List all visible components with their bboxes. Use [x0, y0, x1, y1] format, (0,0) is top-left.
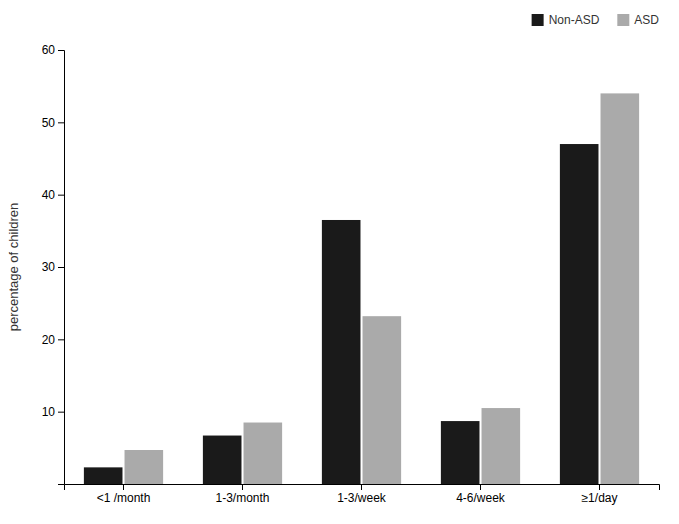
tick-label: 4-6/week: [456, 491, 506, 505]
tick-label: 50: [42, 116, 56, 130]
axis-line: [65, 485, 660, 491]
bar: [125, 450, 164, 484]
tick: 1-3/week: [337, 484, 387, 505]
bars: [84, 93, 639, 484]
tick: 60: [42, 43, 64, 57]
legend-label: ASD: [634, 13, 659, 27]
tick-mark: [480, 484, 481, 490]
tick-mark: [58, 267, 64, 268]
tick-label: 1-3/week: [337, 491, 387, 505]
bar: [203, 436, 242, 484]
tick-label: 60: [42, 43, 56, 57]
legend-swatch: [617, 14, 629, 26]
bar: [84, 467, 123, 484]
bar: [322, 220, 361, 484]
legend-swatch: [532, 14, 544, 26]
x-axis: <1 /month 1-3/month 1-3/week 4-6/week ≥1/day: [65, 484, 660, 505]
legend: Non-ASD ASD: [532, 13, 660, 27]
bar: [441, 421, 480, 484]
bar: [560, 144, 599, 484]
axis-line: [58, 51, 65, 485]
legend-item: Non-ASD: [532, 13, 600, 27]
tick-label: ≥1/day: [582, 491, 618, 505]
tick: 1-3/month: [215, 484, 269, 505]
y-axis-title: percentage of children: [6, 203, 21, 332]
tick-label: 1-3/month: [215, 491, 269, 505]
bar-series: [125, 93, 640, 484]
tick-mark: [123, 484, 124, 490]
tick-label: 10: [42, 405, 56, 419]
legend-label: Non-ASD: [549, 13, 600, 27]
tick: ≥1/day: [582, 484, 618, 505]
tick-label: <1 /month: [97, 491, 151, 505]
tick: 10: [42, 405, 64, 419]
tick: <1 /month: [97, 484, 151, 505]
tick-mark: [58, 339, 64, 340]
tick: 30: [42, 260, 64, 274]
chart: <1 /month 1-3/month 1-3/week 4-6/week ≥1/day…: [0, 0, 679, 524]
tick-mark: [58, 195, 64, 196]
tick-mark: [58, 412, 64, 413]
tick-label: 30: [42, 260, 56, 274]
bar-series: [84, 144, 599, 484]
tick-label: 20: [42, 333, 56, 347]
legend-item: ASD: [617, 13, 659, 27]
y-axis: 10 20 30 40 50 60: [42, 43, 65, 484]
tick: 20: [42, 333, 64, 347]
tick-mark: [58, 122, 64, 123]
bar: [244, 423, 283, 484]
tick-mark: [58, 50, 64, 51]
tick: 4-6/week: [456, 484, 506, 505]
tick: 40: [42, 188, 64, 202]
tick-label: 40: [42, 188, 56, 202]
tick-mark: [361, 484, 362, 490]
tick-mark: [599, 484, 600, 490]
tick: 50: [42, 116, 64, 130]
bar: [601, 93, 640, 484]
tick-mark: [242, 484, 243, 490]
bar: [363, 316, 402, 484]
plot: <1 /month 1-3/month 1-3/week 4-6/week ≥1/day…: [42, 43, 660, 504]
bar: [482, 408, 521, 484]
